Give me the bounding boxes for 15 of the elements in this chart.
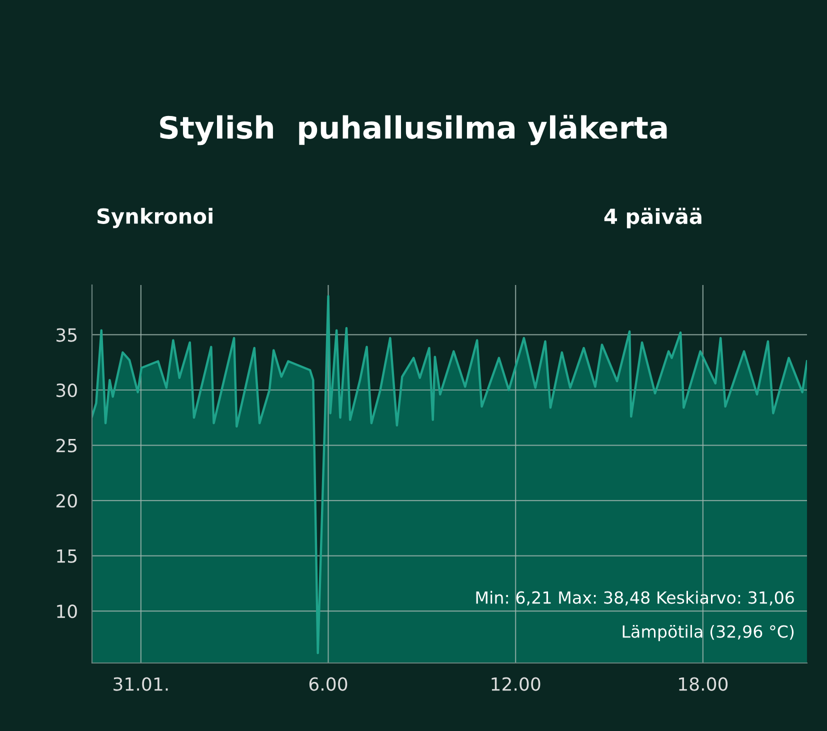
x-tick-label: 12.00 [492,677,540,691]
chart-title: Stylish puhallusilma yläkerta [160,114,667,146]
y-tick-label: 20 [56,494,77,508]
y-tick-label: 25 [56,438,77,452]
text: 4 päivää [604,208,702,228]
annotation: Lämpötila (32,96 °C) [622,624,794,642]
x-tick-label: 6.00 [309,677,348,691]
y-tick-label: 35 [56,328,77,342]
text: Synkronoi [97,208,212,228]
annotation: Min: 6,21 Max: 38,48 Keskiarvo: 31,06 [476,590,794,606]
y-tick-label: 15 [57,549,77,563]
y-tick-label: 30 [56,383,77,398]
y-tick-label: 10 [57,604,77,618]
x-tick-label: 18.00 [679,677,728,691]
x-tick-label: 31.01. [114,677,168,691]
